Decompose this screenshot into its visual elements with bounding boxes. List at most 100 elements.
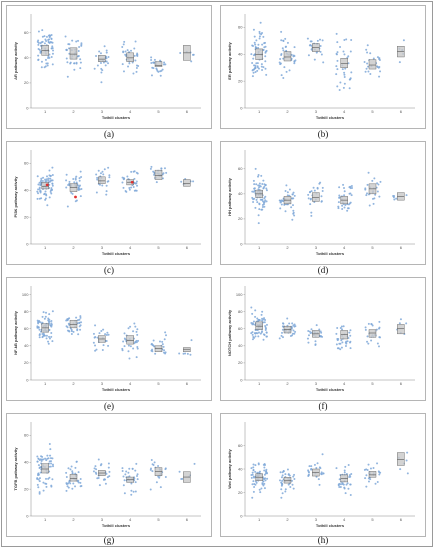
data-point <box>78 187 81 190</box>
data-point <box>161 177 164 180</box>
data-point <box>294 325 297 328</box>
box <box>397 324 405 335</box>
data-point <box>178 352 181 355</box>
data-point <box>257 463 260 466</box>
data-point <box>251 69 254 72</box>
data-point <box>341 68 344 71</box>
data-point <box>70 330 73 333</box>
data-point <box>152 67 155 70</box>
y-axis-label: ER pathway activity <box>227 41 232 79</box>
data-point <box>43 35 46 38</box>
data-point <box>263 183 266 186</box>
data-point <box>349 192 352 195</box>
x-tick-label: 2 <box>286 517 289 522</box>
data-point <box>252 179 255 182</box>
data-point <box>46 64 49 67</box>
data-point <box>264 479 267 482</box>
data-point <box>134 481 137 484</box>
chart-panel-f: 0 20 40 60 80 100 1 2 3 4 5 6 Tothill clusters NOTCH … <box>220 277 426 401</box>
data-point <box>136 54 139 57</box>
data-point <box>79 170 82 173</box>
data-point <box>319 467 322 470</box>
data-point <box>133 322 136 325</box>
data-point <box>125 470 128 473</box>
data-point <box>150 459 153 462</box>
data-point <box>48 460 51 463</box>
data-point <box>151 470 154 473</box>
data-point <box>106 331 109 334</box>
data-point <box>257 174 260 177</box>
data-point <box>51 310 54 313</box>
data-point <box>340 339 343 342</box>
data-point <box>257 43 260 46</box>
data-point <box>122 475 125 478</box>
data-point <box>79 67 82 70</box>
data-point <box>134 325 137 328</box>
data-point <box>189 353 192 356</box>
data-point <box>336 41 339 44</box>
data-point <box>367 480 370 483</box>
data-point <box>136 333 139 336</box>
data-point <box>262 463 265 466</box>
highlight-point <box>130 180 134 184</box>
data-point <box>72 330 75 333</box>
data-point <box>366 62 369 65</box>
data-point <box>41 40 44 43</box>
data-point <box>346 482 349 485</box>
box <box>98 55 106 62</box>
data-point <box>290 479 293 482</box>
data-point <box>68 330 71 333</box>
data-point <box>338 186 341 189</box>
data-point <box>38 491 41 494</box>
data-point <box>256 471 259 474</box>
data-point <box>399 468 402 471</box>
data-point <box>291 204 294 207</box>
data-point <box>251 338 254 341</box>
data-point <box>284 488 287 491</box>
data-point <box>280 30 283 33</box>
data-point <box>39 458 42 461</box>
data-point <box>133 47 136 50</box>
data-point <box>318 328 321 331</box>
data-point <box>284 190 287 193</box>
data-point <box>96 176 99 179</box>
data-point <box>66 61 69 64</box>
x-tick-label: 4 <box>129 245 132 250</box>
data-point <box>310 211 313 214</box>
data-point <box>395 197 398 200</box>
data-point <box>44 477 47 480</box>
data-point <box>365 194 368 197</box>
data-point <box>251 62 254 64</box>
data-point <box>65 476 68 479</box>
y-tick-label: 20 <box>24 360 29 365</box>
data-point <box>51 478 54 481</box>
data-point <box>133 170 136 173</box>
y-tick-label: 40 <box>24 188 29 193</box>
data-point <box>66 326 69 329</box>
data-point <box>136 52 139 55</box>
data-point <box>258 488 261 491</box>
data-point <box>336 59 339 62</box>
data-point <box>104 333 107 336</box>
x-tick-label: 2 <box>72 381 75 386</box>
data-point <box>102 173 105 176</box>
box <box>368 59 377 70</box>
data-point <box>71 470 74 473</box>
data-point <box>45 194 48 197</box>
data-point <box>347 207 350 210</box>
data-point <box>41 29 44 32</box>
data-point <box>278 479 281 482</box>
data-point <box>48 328 51 331</box>
data-point <box>258 208 261 211</box>
data-point <box>37 326 40 329</box>
data-point <box>186 352 189 355</box>
data-point <box>342 86 345 89</box>
data-point <box>99 61 102 64</box>
data-point <box>377 183 380 186</box>
data-point <box>364 477 367 480</box>
y-tick-label: 0 <box>26 241 29 246</box>
data-point <box>263 477 266 480</box>
data-point <box>261 182 264 185</box>
data-point <box>70 465 73 468</box>
data-point <box>75 181 78 184</box>
